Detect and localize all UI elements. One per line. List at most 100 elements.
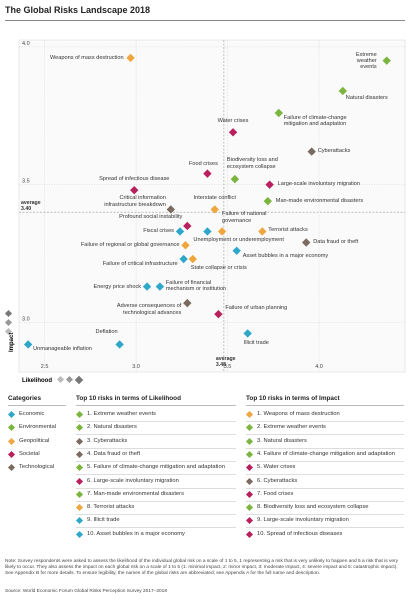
row-rule: [246, 434, 404, 436]
risk-label: Failure of critical infrastructure: [102, 261, 178, 268]
risk-label: Illicit trade: [243, 340, 269, 347]
risk-label: Biodiversity loss and ecosystem collapse: [226, 157, 278, 170]
risk-label: Terrorist attacks: [268, 227, 308, 234]
row-rule: [246, 500, 404, 502]
legend-marker: [7, 437, 16, 445]
row-rule: [76, 447, 236, 449]
list-title: Top 10 risks in terms of Impact: [246, 395, 340, 402]
page-title: The Global Risks Landscape 2018: [5, 5, 151, 15]
risk-marker: [23, 340, 33, 349]
risk-marker: [263, 196, 272, 206]
legend-label: Technological: [19, 464, 55, 471]
risk-label: Asset bubbles in a major economy: [242, 252, 329, 259]
risk-label: Critical information infrastructure brea…: [104, 195, 166, 208]
risk-marker: [382, 56, 391, 65]
row-rule: [76, 474, 236, 476]
risk-marker: [142, 282, 152, 291]
risk-marker: [210, 205, 219, 214]
risk-marker: [265, 180, 274, 189]
y-tick-label: 3.0: [22, 316, 30, 322]
x-axis-title: Likelihood: [22, 378, 52, 384]
list-item: 7. Man-made environmental disasters: [87, 490, 184, 497]
risk-label: Weapons of mass destruction: [49, 54, 124, 61]
row-rule: [246, 474, 404, 476]
risk-label: Unmanageable inflation: [33, 346, 92, 353]
risk-marker: [130, 185, 139, 195]
average-value: 3.40: [21, 206, 31, 212]
row-rule: [246, 421, 404, 422]
list-marker: [245, 517, 254, 525]
risk-label: Large-scale involuntary migration: [277, 180, 361, 187]
list-marker: [245, 410, 254, 419]
list-item: 7. Food crises: [257, 490, 294, 497]
legend-label: Environmental: [19, 424, 57, 431]
rule: [246, 405, 404, 406]
row-rule: [76, 421, 236, 422]
risk-marker: [179, 254, 188, 264]
rule: [76, 405, 236, 406]
risk-marker: [175, 227, 185, 236]
list-item: 2. Natural disasters: [87, 424, 137, 431]
risk-label: Extreme weather events: [355, 51, 377, 71]
axis-decor: [4, 309, 84, 385]
list-item: 10. Spread of infectious diseases: [257, 530, 343, 537]
risk-marker: [338, 86, 348, 96]
list-marker: [75, 464, 84, 472]
risk-label: Water crises: [217, 118, 249, 125]
x-tick-label: 3.5: [224, 364, 232, 370]
list-marker: [245, 464, 254, 472]
row-rule: [246, 514, 404, 516]
risk-label: Failure of national governance: [222, 211, 267, 224]
list-item: 5. Failure of climate-change mitigation …: [87, 464, 225, 471]
row-rule: [76, 460, 236, 462]
risk-label: Failure of financial mechanism or instit…: [165, 279, 227, 292]
risk-marker: [203, 227, 212, 236]
x-tick-label: 4.0: [315, 364, 323, 370]
risk-marker: [217, 227, 227, 236]
list-item: 1. Weapons of mass destruction: [257, 411, 340, 417]
list-item: 3. Natural disasters: [257, 437, 307, 444]
risk-marker: [183, 298, 192, 308]
risk-marker: [232, 246, 241, 255]
row-rule: [246, 460, 404, 462]
list-title: Top 10 risks in terms of Likelihood: [76, 395, 181, 402]
row-rule: [76, 514, 236, 516]
risk-marker: [274, 108, 283, 118]
list-item: 8. Biodiversity loss and ecosystem colla…: [257, 504, 369, 511]
risk-marker: [258, 227, 267, 236]
legend-label: Economic: [19, 411, 45, 417]
legend-marker: [7, 424, 16, 432]
average-label: average: [21, 200, 41, 206]
list-item: 4. Failure of climate-change mitigation …: [257, 450, 395, 457]
list-item: 6. Large-scale involuntary migration: [87, 477, 179, 484]
legend-marker: [7, 464, 16, 472]
row-rule: [76, 500, 236, 502]
list-item: 9. Illicit trade: [87, 517, 120, 524]
list-marker: [245, 490, 254, 498]
list-marker: [75, 477, 84, 485]
list-item: 3. Cyberattacks: [87, 437, 128, 444]
list-item: 8. Terrorist attacks: [87, 504, 135, 511]
legend-label: Geopolitical: [19, 437, 50, 444]
risk-label: Failure of urban planning: [225, 305, 288, 312]
chart: Impact Likelihood 2.5 3.0 3.5 4.0 3.0 3.5 4.0 a…: [4, 39, 406, 385]
x-tick-label: 2.5: [41, 364, 49, 370]
average-value: 3.48: [216, 362, 226, 368]
list-marker: [245, 424, 254, 432]
risk-label: Natural disasters: [345, 94, 388, 101]
row-rule: [246, 527, 404, 529]
risk-label: Failure of climate-change mitigation and…: [283, 115, 347, 128]
risk-label: Fiscal crises: [143, 228, 174, 235]
risk-marker: [228, 128, 238, 137]
list-marker: [75, 424, 84, 432]
risk-marker: [230, 174, 240, 184]
risk-label: Deflation: [95, 329, 118, 336]
list-item: 4. Data fraud or theft: [87, 450, 141, 457]
risk-label: Interstate conflict: [193, 195, 236, 202]
risk-marker: [188, 254, 197, 264]
risk-label: Cyberattacks: [317, 147, 351, 154]
risk-label: Man-made environmental disasters: [275, 198, 364, 205]
risk-marker: [203, 169, 212, 178]
separator: [5, 20, 405, 21]
risk-label: Energy price shock: [93, 283, 142, 290]
